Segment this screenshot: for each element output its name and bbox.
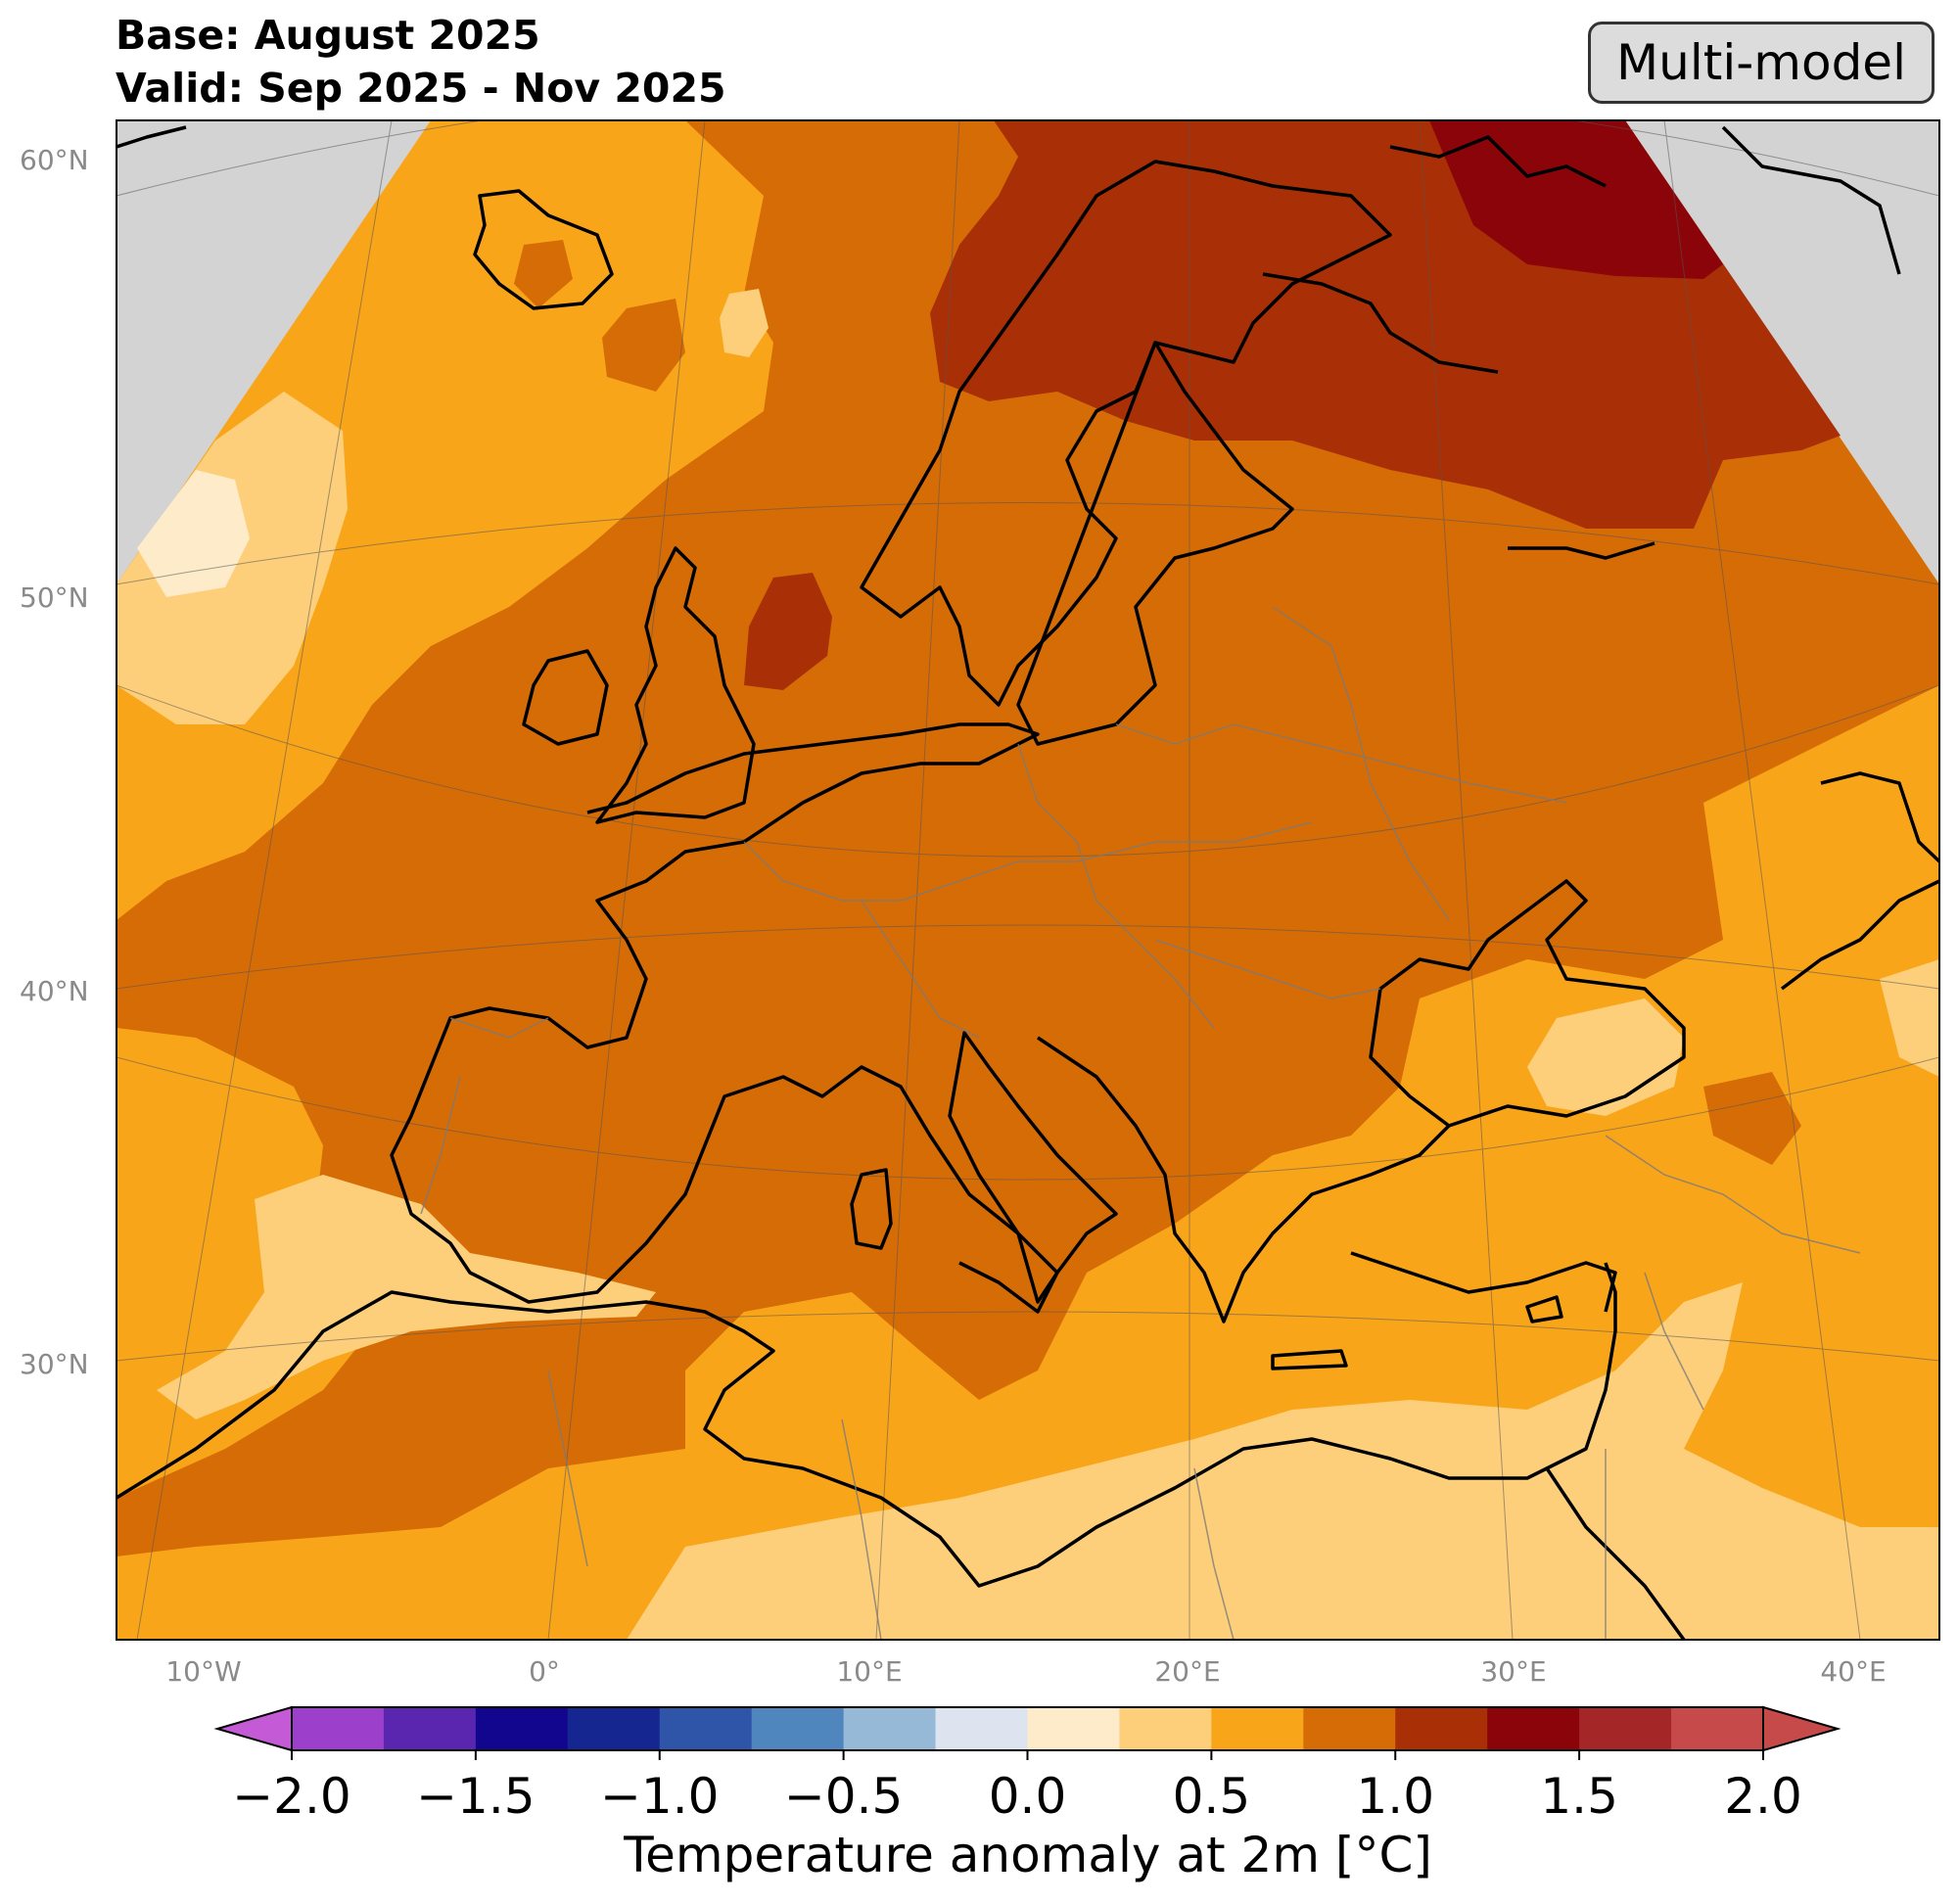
colorbar-cell — [1211, 1707, 1304, 1750]
valid-period-title: Valid: Sep 2025 - Nov 2025 — [116, 65, 726, 112]
country-borders — [420, 606, 1861, 1640]
colorbar-tick-label: −0.5 — [784, 1768, 903, 1825]
colorbar-cell — [1579, 1707, 1672, 1750]
coast-ladoga — [1508, 541, 1655, 560]
coast-iceland — [473, 189, 614, 310]
colorbar-tick-label: 0.5 — [1173, 1768, 1251, 1825]
colorbar-tick-label: 1.0 — [1356, 1768, 1434, 1825]
colorbar-tick-label: −1.0 — [600, 1768, 719, 1825]
coast-finland-baltic — [1016, 341, 1294, 746]
colorbar-cell — [751, 1707, 845, 1750]
map-frame — [116, 119, 1940, 1641]
coast-greenland — [117, 125, 187, 149]
lat-label-40: 40°N — [20, 975, 89, 1007]
colorbar-tick-label: 1.5 — [1540, 1768, 1618, 1825]
coast-italy — [948, 1031, 1118, 1304]
coast-white-sea — [1262, 272, 1499, 374]
anomaly-blob-0.75-1.0-north-atlantic — [602, 299, 685, 392]
colorbar-ticks: −2.0 −1.5 −1.0 −0.5 0.0 0.5 1.0 1.5 2.0 — [232, 1750, 1802, 1825]
coast-crete — [1271, 1349, 1348, 1370]
coast-caspian — [1820, 771, 1939, 863]
anomaly-region-1.25-1.5 — [1429, 120, 1723, 279]
lat-label-60: 60°N — [20, 144, 89, 176]
colorbar-cell — [292, 1707, 385, 1750]
lat-label-50: 50°N — [20, 581, 89, 614]
coast-north-africa — [117, 1262, 1617, 1588]
colorbar-tick-label: −1.5 — [416, 1768, 535, 1825]
colorbar-cell — [475, 1707, 569, 1750]
colorbar-cell — [1303, 1707, 1396, 1750]
latitude-labels: 60°N 50°N 40°N 30°N — [20, 144, 89, 1380]
colorbar-tick-label: −2.0 — [232, 1768, 350, 1825]
colorbar-cell — [1119, 1707, 1212, 1750]
coast-ireland — [522, 649, 609, 746]
colorbar-cells — [292, 1707, 1764, 1750]
coast-russia-north — [1389, 135, 1607, 188]
colorbar-cell — [1395, 1707, 1488, 1750]
colorbar-tick-label: 2.0 — [1724, 1768, 1802, 1825]
colorbar-cell — [1671, 1707, 1764, 1750]
lon-label-10e: 10°E — [836, 1655, 902, 1688]
base-date-title: Base: August 2025 — [116, 12, 540, 59]
lon-label-40e: 40°E — [1820, 1655, 1886, 1688]
colorbar-cell — [1487, 1707, 1580, 1750]
colorbar-label: Temperature anomaly at 2m [°C] — [623, 1827, 1432, 1883]
colorbar-cell — [935, 1707, 1028, 1750]
lon-label-0: 0° — [529, 1655, 560, 1688]
anomaly-blob-0.75-1.0-iceland — [514, 240, 573, 308]
coast-britain — [595, 546, 756, 824]
coast-western-europe — [390, 722, 1059, 1314]
coast-cyprus — [1525, 1295, 1563, 1324]
lat-label-30: 30°N — [20, 1348, 89, 1380]
coastlines — [117, 125, 1939, 1640]
anomaly-blob-0.75-1.0-middle-east — [1703, 1072, 1801, 1165]
lon-label-20e: 20°E — [1154, 1655, 1220, 1688]
coast-scandinavia — [860, 160, 1392, 707]
lon-label-30e: 30°E — [1480, 1655, 1546, 1688]
longitude-labels: 10°W 0° 10°E 20°E 30°E 40°E — [165, 1655, 1886, 1688]
anomaly-region-0.25-0.5-iberia — [157, 1175, 656, 1419]
anomaly-region-0.25-0.5-caspian — [1880, 959, 1939, 1077]
colorbar-cell — [383, 1707, 477, 1750]
multi-model-badge: Multi-model — [1588, 22, 1935, 104]
colorbar-cell — [567, 1707, 661, 1750]
colorbar: −2.0 −1.5 −1.0 −0.5 0.0 0.5 1.0 1.5 2.0 Temperat… — [213, 1705, 1841, 1883]
anomaly-region-0.25-0.5-turkey — [1527, 998, 1684, 1116]
colorbar-extend-low — [213, 1705, 293, 1752]
anomaly-blob-1.0-1.25 — [744, 573, 832, 690]
coast-sardinia — [850, 1168, 893, 1250]
coast-black-sea-east — [1780, 879, 1939, 991]
coast-red-sea — [1545, 1467, 1686, 1640]
colorbar-tick-label: 0.0 — [989, 1768, 1067, 1825]
colorbar-cell — [843, 1707, 937, 1750]
colorbar-cell — [1027, 1707, 1120, 1750]
coast-turkey-south — [1350, 1251, 1617, 1313]
graticule — [117, 120, 1939, 1640]
anomaly-region-0.25-0.5-iceland-patch — [720, 289, 769, 357]
colorbar-extend-high — [1762, 1705, 1841, 1752]
colorbar-cell — [659, 1707, 753, 1750]
anomaly-region-0-0.25 — [137, 470, 250, 597]
map-frame-contents — [117, 120, 1939, 1640]
lon-label-10w: 10°W — [165, 1655, 241, 1688]
coast-arctic-east — [1721, 125, 1901, 275]
